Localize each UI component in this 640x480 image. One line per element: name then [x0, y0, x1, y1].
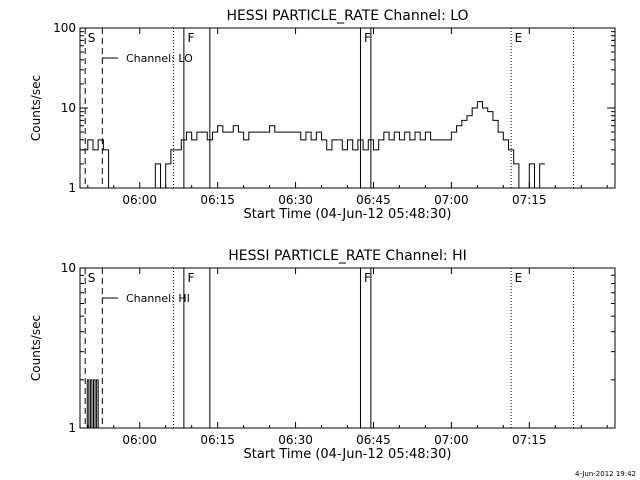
panel1-y-tick-label: 10	[61, 101, 76, 115]
panel2-title: HESSI PARTICLE_RATE Channel: HI	[228, 248, 466, 264]
panel2-flag-S: S	[88, 271, 96, 285]
panel2-flag-F: F	[187, 271, 194, 285]
panel2-y-tick-label: 1	[68, 421, 76, 435]
panel2-x-tick-label: 06:45	[356, 433, 391, 447]
panel2-x-axis-label: Start Time (04-Jun-12 05:48:30)	[244, 447, 452, 462]
panel1-y-tick-label: 100	[53, 21, 76, 35]
panel2-y-axis-label: Counts/sec	[29, 315, 43, 381]
panel2-x-tick-label: 06:30	[278, 433, 313, 447]
panel1-y-tick-label: 1	[68, 181, 76, 195]
panel1-x-tick-label: 06:15	[200, 193, 235, 207]
panel1-flag-E: E	[515, 31, 523, 45]
panel1-x-axis-label: Start Time (04-Jun-12 05:48:30)	[244, 207, 452, 222]
panel1-x-tick-label: 07:00	[434, 193, 469, 207]
panel1-x-tick-label: 06:30	[278, 193, 313, 207]
panel1-series-line	[82, 101, 545, 189]
panel2-flag-E: E	[515, 271, 523, 285]
panel2-flag-F: F	[364, 271, 371, 285]
panel1-title: HESSI PARTICLE_RATE Channel: LO	[226, 8, 468, 24]
timestamp-label: 4-Jun-2012 19:42	[574, 470, 636, 478]
panel1-x-tick-label: 07:15	[512, 193, 547, 207]
panel2-legend-label: Channel: HI	[126, 292, 190, 305]
panel2-x-tick-label: 07:00	[434, 433, 469, 447]
panel2-x-tick-label: 06:00	[122, 433, 157, 447]
panel1-flag-S: S	[88, 31, 96, 45]
panel2-y-tick-label: 10	[61, 261, 76, 275]
panel1-x-tick-label: 06:00	[122, 193, 157, 207]
panel1-x-tick-label: 06:45	[356, 193, 391, 207]
panel1-flag-F: F	[187, 31, 194, 45]
panel2-x-tick-label: 06:15	[200, 433, 235, 447]
panel2-series-line	[85, 379, 104, 429]
panel1-legend-label: Channel: LO	[126, 52, 193, 65]
panel1-y-axis-label: Counts/sec	[29, 75, 43, 141]
panel2-x-tick-label: 07:15	[512, 433, 547, 447]
panel1-flag-F: F	[364, 31, 371, 45]
